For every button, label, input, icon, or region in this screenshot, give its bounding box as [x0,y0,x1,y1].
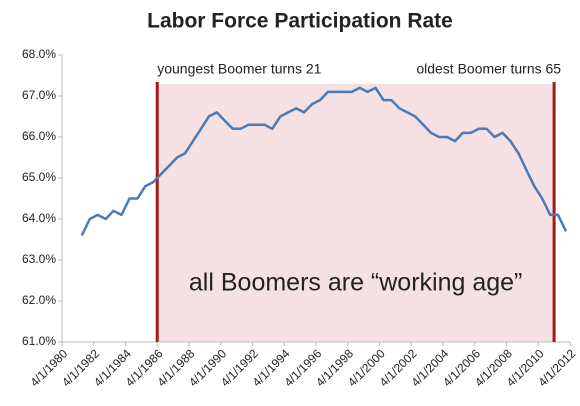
y-tick-label: 68.0% [22,47,56,61]
y-tick-label: 61.0% [22,334,56,348]
chart-title: Labor Force Participation Rate [147,10,453,33]
y-tick-label: 66.0% [22,129,56,143]
y-tick-label: 63.0% [22,252,56,266]
region-label: all Boomers are “working age” [189,269,522,297]
y-tick-label: 64.0% [22,211,56,225]
marker-label: youngest Boomer turns 21 [157,61,321,77]
data-line [80,86,568,236]
marker-label: oldest Boomer turns 65 [416,61,561,77]
shaded-region [157,83,555,342]
y-tick-label: 65.0% [22,170,56,184]
y-tick-label: 67.0% [22,88,56,102]
y-tick-label: 62.0% [22,293,56,307]
